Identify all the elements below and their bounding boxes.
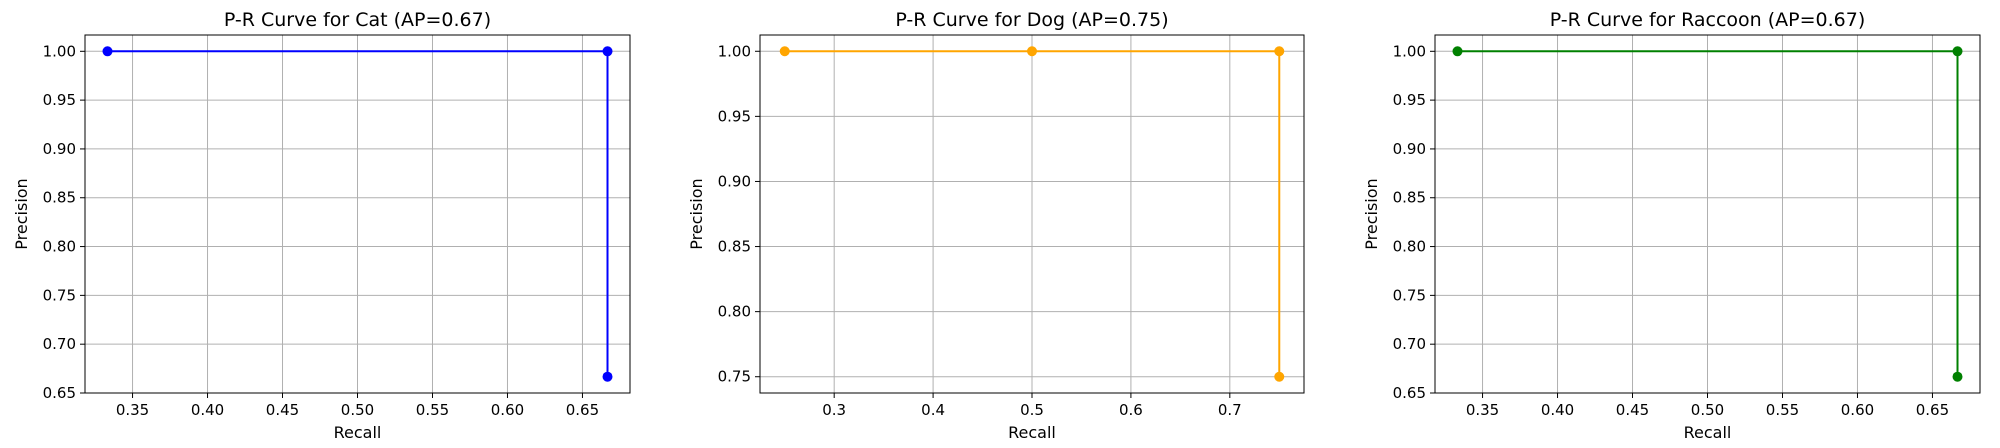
- chart-panel-3: 0.35 0.40 0.45 0.50 0.55 0.60 0.65 0.65 0.70 0.75…: [1362, 9, 1981, 442]
- y-tick-label: 0.90: [43, 140, 76, 158]
- data-point: [1274, 46, 1285, 57]
- y-tick-label: 1.00: [718, 42, 751, 60]
- y-tick-label: 0.90: [718, 172, 751, 190]
- x-tick-label: 0.6: [1119, 401, 1143, 419]
- data-point: [102, 46, 113, 57]
- y-tick-label: 0.70: [43, 335, 76, 353]
- x-tick-label: 0.45: [266, 401, 299, 419]
- y-axis-label: Precision: [687, 178, 706, 249]
- data-point: [1452, 46, 1463, 57]
- data-point: [1027, 46, 1037, 57]
- chart-title: P-R Curve for Dog (AP=0.75): [895, 9, 1168, 31]
- x-tick-label: 0.40: [1541, 401, 1574, 419]
- y-tick-label: 0.95: [43, 91, 76, 109]
- x-axis-label: Recall: [334, 423, 382, 442]
- y-tick-label: 0.70: [1393, 335, 1426, 353]
- y-tick-label: 0.65: [43, 384, 76, 402]
- y-tick-label: 0.80: [43, 238, 76, 256]
- x-tick-label: 0.3: [822, 401, 846, 419]
- x-tick-label: 0.35: [116, 401, 149, 419]
- chart-title: P-R Curve for Cat (AP=0.67): [224, 9, 491, 31]
- x-tick-label: 0.55: [1766, 401, 1799, 419]
- y-tick-label: 0.85: [1393, 189, 1426, 207]
- y-axis-label: Precision: [12, 178, 31, 249]
- x-tick-label: 0.45: [1616, 401, 1649, 419]
- y-axis-label: Precision: [1362, 178, 1381, 249]
- x-tick-label: 0.65: [1916, 401, 1949, 419]
- data-point: [1952, 46, 1963, 57]
- data-point: [779, 46, 790, 57]
- x-tick-label: 0.55: [416, 401, 449, 419]
- data-point: [602, 46, 613, 57]
- y-tick-label: 0.65: [1393, 384, 1426, 402]
- x-axis-label: Recall: [1684, 423, 1732, 442]
- y-tick-label: 0.85: [718, 238, 751, 256]
- y-tick-label: 0.80: [718, 303, 751, 321]
- x-tick-label: 0.40: [191, 401, 224, 419]
- data-point: [1952, 371, 1963, 382]
- x-tick-label: 0.50: [341, 401, 374, 419]
- series-line: [784, 50, 1281, 377]
- x-tick-label: 0.4: [921, 401, 945, 419]
- y-tick-label: 0.85: [43, 189, 76, 207]
- y-tick-label: 1.00: [1393, 42, 1426, 60]
- data-point: [602, 371, 613, 382]
- chart-panel-2: 0.3 0.4 0.5 0.6 0.7 0.75 0.80 0.85 0.90 0.95 1.00 P…: [687, 9, 1305, 442]
- y-tick-label: 0.75: [718, 368, 751, 386]
- y-tick-label: 1.00: [43, 42, 76, 60]
- y-tick-label: 0.90: [1393, 140, 1426, 158]
- y-tick-label: 0.95: [718, 107, 751, 125]
- y-tick-label: 0.75: [43, 286, 76, 304]
- data-point: [1274, 371, 1285, 382]
- x-tick-label: 0.35: [1466, 401, 1499, 419]
- x-tick-label: 0.7: [1218, 401, 1242, 419]
- x-tick-label: 0.60: [491, 401, 524, 419]
- chart-panel-1: 0.35 0.40 0.45 0.50 0.55 0.60 0.65 0.65 0.70 0.75…: [12, 9, 631, 442]
- x-axis-label: Recall: [1008, 423, 1056, 442]
- y-tick-label: 0.80: [1393, 238, 1426, 256]
- x-tick-label: 0.60: [1841, 401, 1874, 419]
- y-tick-label: 0.75: [1393, 286, 1426, 304]
- y-tick-label: 0.95: [1393, 91, 1426, 109]
- chart-title: P-R Curve for Raccoon (AP=0.67): [1550, 9, 1866, 31]
- x-tick-label: 0.5: [1020, 401, 1044, 419]
- x-tick-label: 0.50: [1691, 401, 1724, 419]
- x-tick-label: 0.65: [566, 401, 599, 419]
